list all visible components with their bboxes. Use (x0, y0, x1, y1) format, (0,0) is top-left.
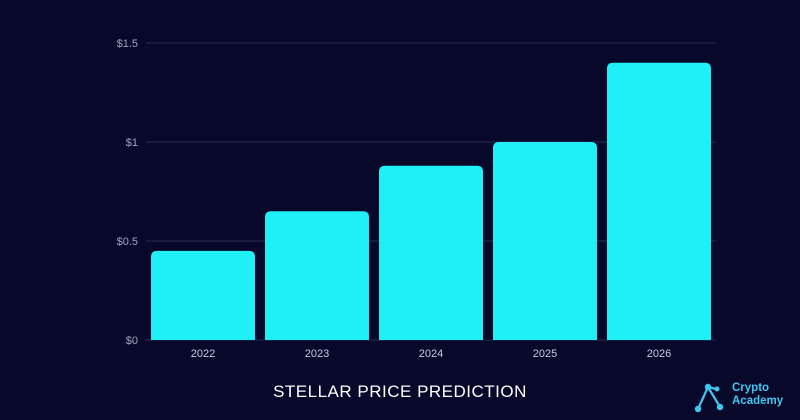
bar-2023 (265, 211, 369, 340)
y-tick-label: $1.5 (117, 38, 138, 50)
y-tick-label: $1 (126, 137, 138, 149)
crypto-academy-logo-icon (694, 383, 724, 413)
x-tick-label: 2024 (419, 348, 443, 360)
bar-2024 (379, 165, 483, 340)
x-tick-label: 2022 (191, 348, 215, 360)
brand-logo: Crypto Academy (692, 381, 796, 415)
y-tick-label: $0 (126, 335, 138, 347)
bars (151, 62, 711, 341)
bar-2025 (493, 142, 597, 340)
chart-title: STELLAR PRICE PREDICTION (273, 382, 527, 401)
bar-chart: $0 $0.5 $1 $1.5 2022 2023 2024 2025 2026 (117, 38, 716, 360)
y-axis-ticks: $0 $0.5 $1 $1.5 (117, 38, 138, 347)
brand-name: Crypto Academy (732, 382, 783, 408)
y-tick-label: $0.5 (117, 236, 138, 248)
brand-line-1: Crypto (732, 382, 770, 394)
x-tick-label: 2023 (305, 348, 329, 360)
x-axis-ticks: 2022 2023 2024 2025 2026 (191, 348, 671, 360)
x-tick-label: 2026 (647, 348, 671, 360)
brand-line-2: Academy (732, 395, 784, 407)
bar-2022 (151, 250, 255, 340)
bar-2026 (607, 62, 711, 341)
x-tick-label: 2025 (533, 348, 557, 360)
